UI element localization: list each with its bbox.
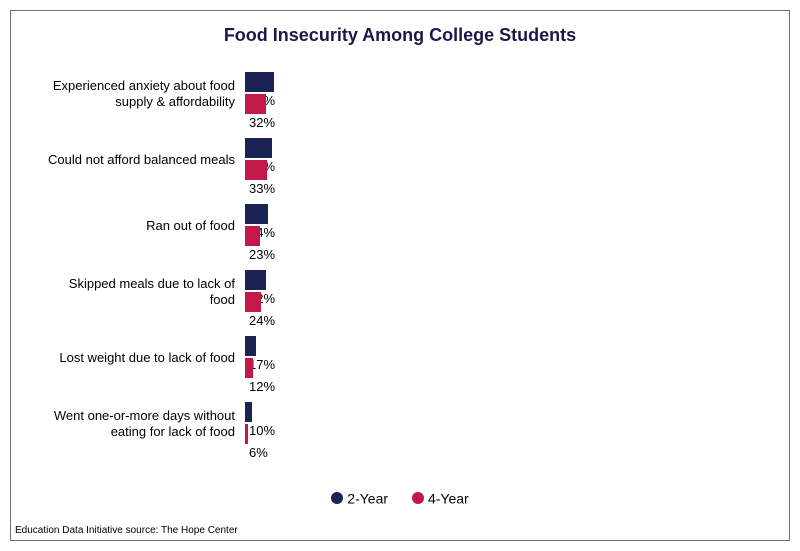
category-label: Experienced anxiety about food supply & … — [41, 78, 241, 111]
bar-wrap: 32% — [245, 270, 275, 290]
bar-wrap: 6% — [245, 424, 268, 444]
bar-4year — [245, 358, 253, 378]
bar-wrap: 44% — [245, 72, 275, 92]
bar-wrap: 17% — [245, 336, 275, 356]
bar-2year — [245, 204, 268, 224]
bar-4year — [245, 424, 248, 444]
bar-pair: 40% 33% — [245, 127, 759, 193]
legend-item: 2-Year — [331, 489, 388, 506]
legend-label: 2-Year — [347, 490, 388, 506]
category-label: Ran out of food — [41, 218, 241, 234]
bar-pair: 44% 32% — [245, 61, 759, 127]
legend-label: 4-Year — [428, 490, 469, 506]
source-attribution: Education Data Initiative source: The Ho… — [15, 525, 238, 536]
bar-value: 6% — [245, 445, 268, 460]
bar-4year — [245, 94, 266, 114]
category-label: Could not afford balanced meals — [41, 152, 241, 168]
bar-wrap: 33% — [245, 160, 275, 180]
bar-pair: 34% 23% — [245, 193, 759, 259]
bar-2year — [245, 336, 256, 356]
bar-wrap: 12% — [245, 358, 275, 378]
category-row: Could not afford balanced meals 40% 33% — [41, 127, 759, 193]
category-row: Experienced anxiety about food supply & … — [41, 61, 759, 127]
legend-swatch-4year — [412, 492, 424, 504]
bar-2year — [245, 402, 252, 422]
legend-item: 4-Year — [412, 489, 469, 506]
bar-2year — [245, 270, 266, 290]
chart-container: Food Insecurity Among College Students E… — [10, 10, 790, 541]
category-row: Went one-or-more days without eating for… — [41, 391, 759, 457]
bar-4year — [245, 160, 267, 180]
category-row: Lost weight due to lack of food 17% 12% — [41, 325, 759, 391]
bar-wrap: 34% — [245, 204, 275, 224]
category-row: Ran out of food 34% 23% — [41, 193, 759, 259]
bar-4year — [245, 292, 261, 312]
bar-pair: 10% 6% — [245, 391, 759, 457]
bar-wrap: 23% — [245, 226, 275, 246]
chart-title: Food Insecurity Among College Students — [11, 11, 789, 52]
bar-pair: 32% 24% — [245, 259, 759, 325]
legend-swatch-2year — [331, 492, 343, 504]
legend: 2-Year 4-Year — [11, 489, 789, 506]
plot-area: Experienced anxiety about food supply & … — [41, 61, 759, 468]
category-label: Lost weight due to lack of food — [41, 350, 241, 366]
category-row: Skipped meals due to lack of food 32% 24… — [41, 259, 759, 325]
bar-pair: 17% 12% — [245, 325, 759, 391]
category-label: Skipped meals due to lack of food — [41, 276, 241, 309]
bar-2year — [245, 138, 272, 158]
bar-4year — [245, 226, 260, 246]
category-label: Went one-or-more days without eating for… — [41, 408, 241, 441]
bar-wrap: 32% — [245, 94, 275, 114]
bar-wrap: 40% — [245, 138, 275, 158]
bar-wrap: 10% — [245, 402, 275, 422]
bar-2year — [245, 72, 274, 92]
bar-wrap: 24% — [245, 292, 275, 312]
